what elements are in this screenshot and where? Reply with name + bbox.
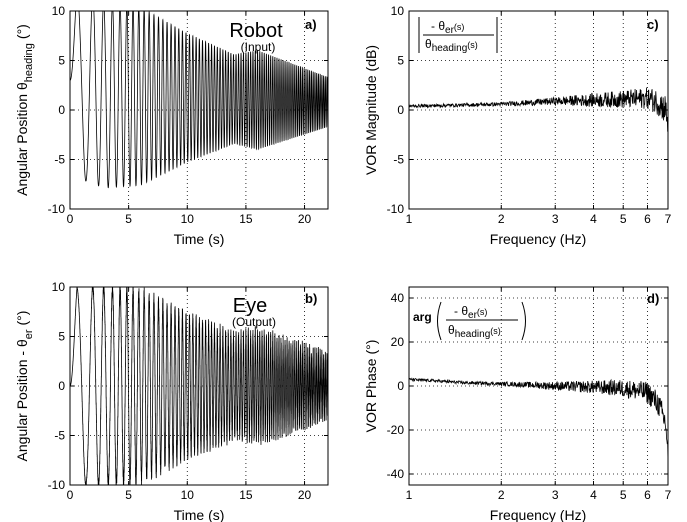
panel-a-ticks: 0 5 10 15 20 -10 -5 0 5 10 [48, 4, 328, 226]
panel-c-numerator: - θer(s) [431, 19, 464, 36]
x-tick-label: 6 [644, 488, 651, 502]
panel-c: 1 2 3 4 5 6 7 -10 -5 0 5 10 Frequency (Hz) VOR Magn… [363, 4, 672, 247]
y-tick-label: -10 [387, 202, 405, 216]
panel-d-transfer-annotation: arg - θer(s) θheading(s) [413, 301, 526, 341]
y-tick-label: 5 [58, 54, 65, 68]
x-tick-label: 3 [552, 488, 559, 502]
y-tick-label: 0 [58, 379, 65, 393]
panel-c-xlabel: Frequency (Hz) [490, 231, 586, 247]
panel-d-denominator: θheading(s) [448, 323, 501, 340]
y-tick-label: 0 [58, 103, 65, 117]
panel-c-ticks: 1 2 3 4 5 6 7 -10 -5 0 5 10 [387, 4, 672, 226]
panel-b-tag: b) [305, 291, 317, 306]
x-tick-label: 5 [620, 212, 627, 226]
x-tick-label: 0 [67, 212, 74, 226]
y-tick-label: -5 [54, 153, 65, 167]
panel-b-ylabel: Angular Position - θer(°) [14, 311, 35, 462]
panel-a-tag: a) [305, 17, 317, 32]
x-tick-label: 3 [552, 212, 559, 226]
panel-b-subtitle: (Output) [232, 315, 276, 329]
panel-b-ticks: 0 5 10 15 20 -10 -5 0 5 10 [48, 280, 328, 502]
panel-a-series-line [69, 10, 329, 189]
x-tick-label: 4 [590, 212, 597, 226]
y-tick-label: 5 [58, 330, 65, 344]
x-tick-label: 7 [665, 488, 672, 502]
x-tick-label: 5 [125, 488, 132, 502]
panel-d-tag: d) [647, 291, 659, 306]
panel-a-xlabel: Time (s) [174, 231, 225, 247]
panel-b-title: Eye [233, 295, 267, 317]
panel-a-title: Robot [229, 20, 283, 42]
panel-b-series-line [69, 286, 329, 486]
y-tick-label: -5 [54, 429, 65, 443]
y-tick-label: -10 [48, 478, 66, 492]
x-tick-label: 10 [181, 488, 195, 502]
x-tick-label: 6 [644, 212, 651, 226]
x-tick-label: 7 [665, 212, 672, 226]
panel-c-ylabel: VOR Magnitude (dB) [363, 45, 379, 175]
y-tick-label: 10 [391, 4, 405, 18]
y-tick-label: -20 [387, 423, 405, 437]
panel-c-denominator: θheading(s) [425, 37, 478, 54]
x-tick-label: 20 [298, 212, 312, 226]
x-tick-label: 0 [67, 488, 74, 502]
x-tick-label: 1 [406, 212, 413, 226]
panel-a-ylabel: Angular Position θheading(°) [14, 24, 35, 196]
y-tick-label: 10 [52, 280, 66, 294]
y-tick-label: 0 [397, 379, 404, 393]
y-tick-label: -10 [48, 202, 66, 216]
x-tick-label: 2 [498, 212, 505, 226]
y-tick-label: 0 [397, 103, 404, 117]
panel-c-transfer-annotation: - θer(s) θheading(s) [418, 17, 498, 54]
panel-b-xlabel: Time (s) [174, 507, 225, 522]
panel-c-grid [409, 11, 668, 209]
y-tick-label: 20 [391, 335, 405, 349]
panel-d-arg-label: arg [413, 310, 432, 324]
x-tick-label: 20 [298, 488, 312, 502]
panel-b: 0 5 10 15 20 -10 -5 0 5 10 Time (s) Angular Posit… [14, 280, 329, 522]
x-tick-label: 10 [181, 212, 195, 226]
x-tick-label: 2 [498, 488, 505, 502]
y-tick-label: -5 [393, 153, 404, 167]
y-tick-label: -40 [387, 467, 405, 481]
x-tick-label: 15 [239, 488, 253, 502]
y-tick-label: 40 [391, 291, 405, 305]
y-tick-label: 10 [52, 4, 66, 18]
panel-c-tag: c) [647, 17, 659, 32]
x-tick-label: 15 [239, 212, 253, 226]
x-tick-label: 5 [125, 212, 132, 226]
panel-a-subtitle: (Input) [241, 40, 276, 54]
panel-d-numerator: - θer(s) [454, 304, 487, 321]
panel-d-series-line [408, 377, 669, 463]
y-tick-label: 5 [397, 54, 404, 68]
x-tick-label: 5 [620, 488, 627, 502]
panel-d: 1 2 3 4 5 6 7 -40 -20 0 20 40 Frequency (Hz) VOR Ph… [363, 286, 672, 522]
x-tick-label: 1 [406, 488, 413, 502]
panel-d-ticks: 1 2 3 4 5 6 7 -40 -20 0 20 40 [387, 287, 672, 502]
panel-d-xlabel: Frequency (Hz) [490, 507, 586, 522]
x-tick-label: 4 [590, 488, 597, 502]
panel-d-ylabel: VOR Phase (°) [363, 340, 379, 433]
panel-c-series-line [408, 87, 669, 132]
panel-a: 0 5 10 15 20 -10 -5 0 5 10 Time (s) Angular Posit… [14, 4, 329, 247]
